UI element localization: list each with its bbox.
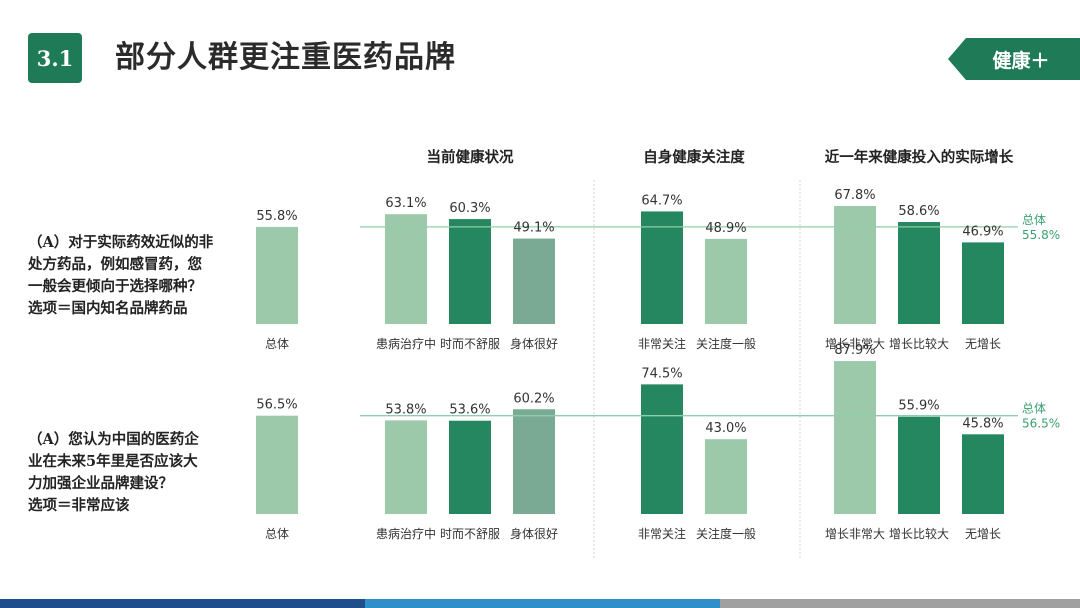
question-1-line: 选项＝国内知名品牌药品 [28,300,188,317]
question-2-line: 选项＝非常应该 [28,497,130,514]
data-label: 55.9% [898,399,939,414]
group-header: 近一年来健康投入的实际增长 [825,148,1014,166]
question-1-line: （A）对于实际药效近似的非 [28,234,214,251]
data-label: 60.2% [513,391,554,406]
category-label: 增长比较大 [889,526,949,541]
bar [449,420,491,514]
bar [385,214,427,324]
bar [834,361,876,514]
reference-label: 总体 [1022,213,1046,227]
data-label: 87.9% [834,343,875,358]
data-label: 49.1% [513,221,554,236]
category-label: 身体很好 [510,526,558,541]
category-label: 时而不舒服 [440,527,500,541]
data-label: 43.0% [705,421,746,436]
data-label: 55.8% [256,209,297,224]
data-label: 64.7% [641,193,682,208]
section-number-badge: 3.1 [28,33,82,83]
data-label: 56.5% [256,398,297,413]
section-tag: 健康＋ [948,38,1080,80]
group-header: 自身健康关注度 [643,148,745,166]
bar [898,416,940,514]
category-label: 增长比较大 [889,336,949,351]
bar [834,206,876,324]
category-label: 增长非常大 [825,337,885,351]
bar [641,211,683,324]
category-label: 身体很好 [510,336,558,351]
footer-bar-gray [720,599,1080,608]
footer-bar-blue [0,599,365,608]
footer-bar-cyan [365,599,720,608]
question-1-line: 一般会更倾向于选择哪种？ [28,278,202,295]
bar [449,219,491,324]
bar [962,434,1004,514]
bar [962,242,1004,324]
bar [705,238,747,324]
category-label: 增长非常大 [825,527,885,541]
reference-value: 55.8% [1022,228,1060,242]
data-label: 60.3% [449,201,490,216]
category-label: 非常关注 [638,526,686,541]
group-header: 当前健康状况 [427,148,514,166]
data-label: 46.9% [962,224,1003,239]
category-label: 无增长 [965,527,1001,541]
category-label: 关注度一般 [696,526,756,541]
category-label: 总体 [265,337,289,351]
category-label: 非常关注 [638,336,686,351]
bar [898,222,940,324]
data-label: 53.8% [385,402,426,417]
data-label: 58.6% [898,204,939,219]
question-2: （A）您认为中国的医药企 业在未来5年里是否应该大 力加强企业品牌建设？ 选项＝… [28,429,253,517]
category-label: 总体 [265,527,289,541]
category-label: 关注度一般 [696,336,756,351]
question-2-line: （A）您认为中国的医药企 [28,431,199,448]
bar [513,238,555,324]
question-2-line: 业在未来5年里是否应该大 [28,453,198,470]
data-label: 48.9% [705,221,746,236]
data-label: 67.8% [834,188,875,203]
bar [513,409,555,514]
data-label: 74.5% [641,366,682,381]
category-label: 时而不舒服 [440,337,500,351]
category-label: 患病治疗中 [376,336,436,351]
category-label: 患病治疗中 [376,526,436,541]
data-label: 45.8% [962,416,1003,431]
bar [385,420,427,514]
reference-label: 总体 [1022,402,1046,416]
bar [256,226,298,324]
category-label: 无增长 [965,337,1001,351]
bar [256,415,298,514]
page-title: 部分人群更注重医药品牌 [115,40,456,75]
question-1: （A）对于实际药效近似的非 处方药品，例如感冒药，您 一般会更倾向于选择哪种？ … [28,232,253,320]
question-1-line: 处方药品，例如感冒药，您 [28,256,202,273]
reference-value: 56.5% [1022,417,1060,431]
question-2-line: 力加强企业品牌建设？ [28,475,173,492]
data-label: 63.1% [385,196,426,211]
bar [641,384,683,514]
data-label: 53.6% [449,403,490,418]
bar [705,439,747,514]
